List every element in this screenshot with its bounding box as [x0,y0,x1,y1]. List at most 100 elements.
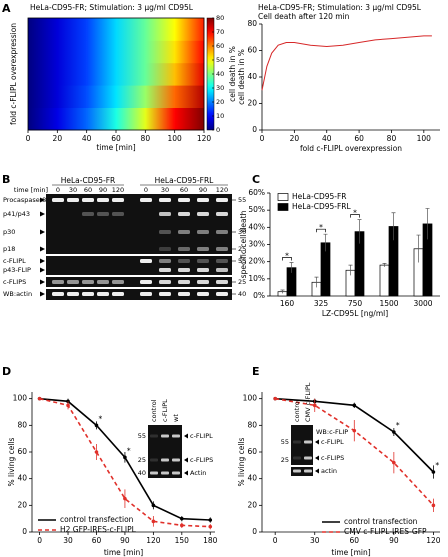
band-label: c-FLIPL [321,438,344,446]
annotation: * [396,421,400,430]
lane-label: 120 [112,186,124,194]
band-label: c-FLIPL [3,257,26,265]
significance-bracket [316,228,326,233]
marker-label: 25 [238,278,246,286]
band [304,440,312,444]
band [159,280,171,284]
x-tick-label: 180 [203,536,218,545]
chart-title: HeLa-CD95-FR; Stimulation: 3 µg/ml CD95L [258,3,422,12]
band-label: c-FLIPS [3,278,26,286]
error-bar [314,276,319,288]
colorbar-tick-label: 40 [216,70,224,78]
blot [291,425,313,465]
x-tick-label: 0 [260,134,265,143]
annotation: * [127,446,131,455]
blot-group: HeLa-CD95-FR [61,176,116,185]
lane-label: wt [172,414,180,422]
band [161,458,169,462]
band [216,292,228,296]
band [197,259,209,263]
heat-cell [145,85,175,108]
lane-label: 90 [99,186,107,194]
y-tick-label: 40% [248,222,265,231]
point [312,403,317,408]
y-tick-label: 20% [248,257,265,266]
band [178,230,190,234]
band-arrow [40,197,45,203]
band [159,212,171,216]
lane-label: 30 [69,186,77,194]
band [150,471,158,475]
x-tick-label: 80 [141,134,151,143]
series-line [261,35,432,91]
band [52,292,64,296]
x-axis-label: fold c-FLIPL overexpression [300,144,402,153]
blot [46,277,232,287]
y-tick-label: 0 [252,527,257,536]
y-tick-label: 100 [243,394,258,403]
blot [46,194,232,254]
panel-label: B [2,173,10,186]
colorbar-tick-label: 10 [216,112,224,120]
band-label: p18 [3,245,15,253]
x-tick-label: 120 [197,134,212,143]
error-bar [348,264,353,276]
lane-label: 90 [199,186,207,194]
x-tick-label: 60 [354,134,364,143]
heat-cell [145,40,175,64]
point [123,455,127,460]
point [151,503,156,508]
heat-cell [28,18,58,41]
legend-label: HeLa-CD95-FRL [292,202,352,211]
band [216,198,228,202]
band-label: WB:actin [3,290,32,298]
x-tick-label: 1500 [379,299,398,308]
heat-cell [28,40,58,64]
band [140,280,152,284]
band [82,292,94,296]
heat-cell [145,18,175,41]
band [216,268,228,272]
point [180,516,184,521]
lane-label: c-FLIPL [161,399,169,422]
band [159,230,171,234]
band [178,268,190,272]
band [159,247,171,251]
x-tick-label: 40 [322,134,332,143]
band [216,247,228,251]
y-axis-label: % living cells [237,437,246,486]
legend-swatch [277,203,289,211]
y-tick-label: 60 [247,46,257,55]
band-arrow [40,229,45,235]
x-tick-label: 60 [92,536,102,545]
marker-label: 55 [138,432,146,440]
error-bar [323,233,328,252]
heat-cell [28,107,58,131]
x-tick-label: 90 [389,536,399,545]
band [216,230,228,234]
heat-cell [174,40,205,64]
band [97,280,109,284]
band [197,280,209,284]
point [273,396,277,401]
band-arrow [40,267,45,273]
band-arrow [315,468,319,474]
marker-label: 25 [281,456,289,464]
band [82,280,94,284]
band [112,198,124,202]
x-tick-label: 750 [348,299,363,308]
x-tick-label: 90 [120,536,130,545]
lane-label: 0 [144,186,148,194]
lane-label: control [150,399,158,422]
annotation: * [319,223,323,232]
chart-title: HeLa-CD95-FR; Stimulation: 3 µg/ml CD95L [30,3,194,12]
band-label: actin [321,467,337,475]
chart-subtitle: Cell death after 120 min [258,12,350,21]
y-tick-label: 0 [252,125,257,134]
point [180,523,184,528]
y-axis-label: fold c-FLIPL overexpression [9,23,18,125]
band [161,434,169,438]
blot [46,256,232,275]
lane-label: 30 [161,186,169,194]
